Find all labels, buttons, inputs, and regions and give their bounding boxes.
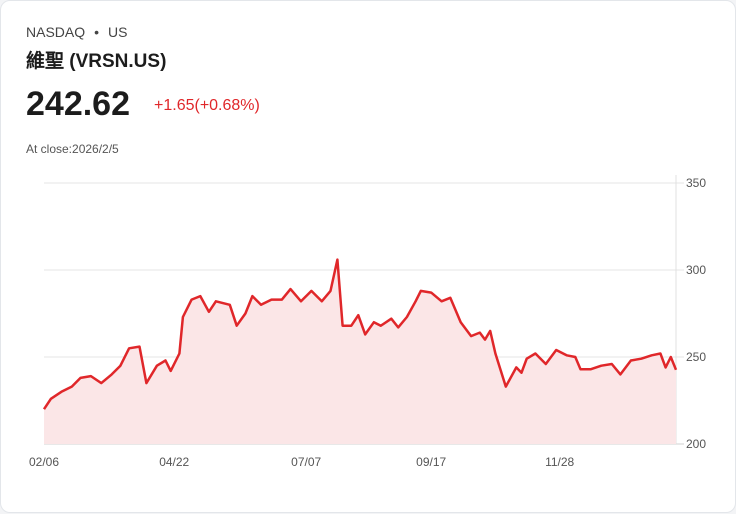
x-tick-label: 04/22 <box>159 455 189 469</box>
x-tick-label: 09/17 <box>416 455 446 469</box>
exchange-name: NASDAQ <box>26 24 86 40</box>
separator-dot: • <box>94 24 100 40</box>
current-price: 242.62 <box>26 85 130 123</box>
stock-title: 維聖 (VRSN.US) <box>26 51 167 72</box>
price-area-fill <box>44 259 676 444</box>
y-tick-label: 300 <box>686 263 706 277</box>
y-tick-label: 200 <box>686 437 706 451</box>
y-tick-label: 250 <box>686 350 706 364</box>
exchange-info: NASDAQ • US <box>26 24 127 40</box>
market-name: US <box>108 24 128 40</box>
x-tick-label: 11/28 <box>545 455 574 469</box>
y-tick-label: 350 <box>686 176 706 190</box>
price-line <box>42 258 678 410</box>
x-tick-label: 07/07 <box>291 455 321 469</box>
x-tick-label: 02/06 <box>29 455 59 469</box>
price-change: +1.65(+0.68%) <box>154 97 260 114</box>
close-date: At close:2026/2/5 <box>26 142 119 156</box>
